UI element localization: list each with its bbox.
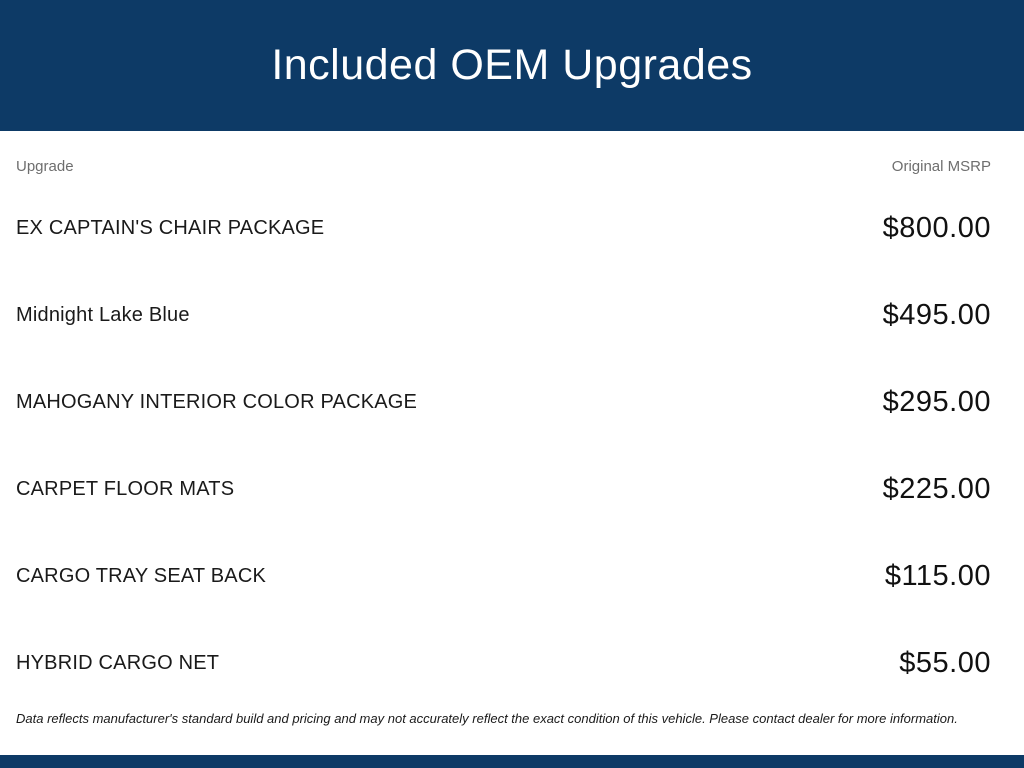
header-banner: Included OEM Upgrades (0, 0, 1024, 131)
table-row: HYBRID CARGO NET $55.00 (16, 620, 991, 707)
upgrade-msrp: $115.00 (884, 560, 991, 592)
upgrade-msrp: $295.00 (882, 386, 991, 418)
page-title: Included OEM Upgrades (271, 41, 753, 89)
upgrade-name: HYBRID CARGO NET (16, 652, 220, 674)
upgrade-msrp: $225.00 (882, 473, 991, 505)
column-header-msrp: Original MSRP (891, 157, 991, 175)
table-row: Midnight Lake Blue $495.00 (16, 272, 991, 359)
upgrade-msrp: $800.00 (882, 212, 991, 244)
table-row: MAHOGANY INTERIOR COLOR PACKAGE $295.00 (16, 359, 991, 446)
column-header-upgrade: Upgrade (16, 157, 74, 175)
table-row: CARGO TRAY SEAT BACK $115.00 (16, 533, 991, 620)
disclaimer-text: Data reflects manufacturer's standard bu… (16, 711, 958, 726)
upgrades-table: Upgrade Original MSRP EX CAPTAIN'S CHAIR… (0, 131, 1024, 707)
upgrade-name: EX CAPTAIN'S CHAIR PACKAGE (16, 217, 325, 239)
upgrade-msrp: $55.00 (899, 647, 991, 679)
upgrade-name: CARGO TRAY SEAT BACK (16, 565, 266, 587)
table-row: CARPET FLOOR MATS $225.00 (16, 446, 991, 533)
table-header-row: Upgrade Original MSRP (16, 155, 991, 177)
upgrade-msrp: $495.00 (882, 299, 991, 331)
upgrade-name: Midnight Lake Blue (16, 304, 190, 326)
footer-bar (0, 755, 1024, 768)
table-row: EX CAPTAIN'S CHAIR PACKAGE $800.00 (16, 185, 991, 272)
upgrade-name: MAHOGANY INTERIOR COLOR PACKAGE (16, 391, 418, 413)
upgrade-name: CARPET FLOOR MATS (16, 478, 235, 500)
